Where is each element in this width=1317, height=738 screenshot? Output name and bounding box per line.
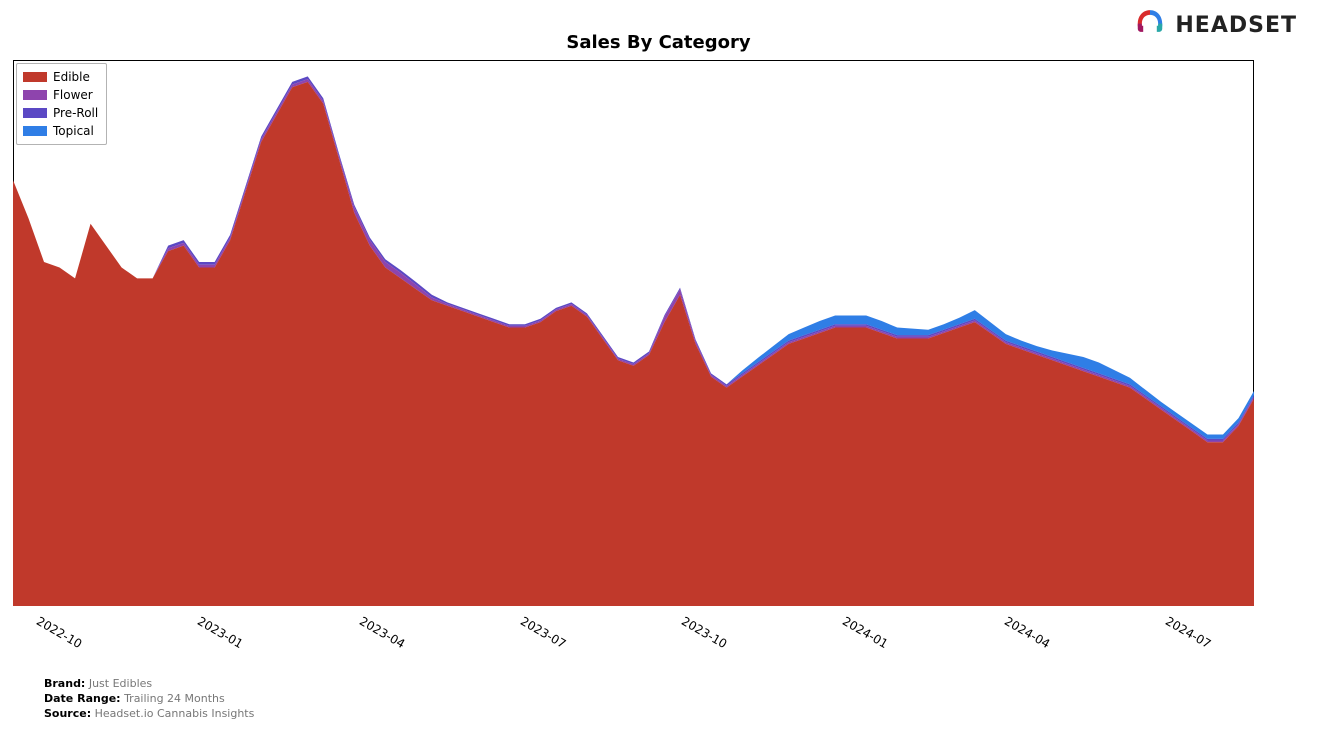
legend-label: Pre-Roll (53, 104, 98, 122)
brand-logo-text: HEADSET (1175, 13, 1297, 38)
footer-source: Source: Headset.io Cannabis Insights (44, 707, 254, 720)
legend-swatch (23, 108, 47, 118)
chart-title: Sales By Category (0, 32, 1317, 53)
x-tick-label: 2024-01 (840, 614, 890, 651)
legend-swatch (23, 126, 47, 136)
x-tick-label: 2022-10 (34, 614, 84, 651)
x-tick-label: 2024-04 (1002, 614, 1052, 651)
footer-date-range-label: Date Range: (44, 692, 121, 705)
brand-logo: HEADSET (1133, 6, 1297, 44)
legend-label: Topical (53, 122, 94, 140)
x-tick-label: 2023-01 (195, 614, 245, 651)
chart-container: { "title": "Sales By Category", "title_f… (0, 0, 1317, 738)
legend-label: Flower (53, 86, 93, 104)
footer-date-range: Date Range: Trailing 24 Months (44, 692, 225, 705)
legend-item-pre-roll: Pre-Roll (23, 104, 98, 122)
legend-item-edible: Edible (23, 68, 98, 86)
footer-brand-label: Brand: (44, 677, 85, 690)
x-tick-label: 2023-07 (518, 614, 568, 651)
legend-item-flower: Flower (23, 86, 98, 104)
footer-brand-value: Just Edibles (89, 677, 152, 690)
x-tick-label: 2023-10 (679, 614, 729, 651)
footer-source-value: Headset.io Cannabis Insights (95, 707, 255, 720)
legend-swatch (23, 72, 47, 82)
x-tick-label: 2024-07 (1163, 614, 1213, 651)
stacked-area-chart (13, 60, 1254, 606)
legend: EdibleFlowerPre-RollTopical (16, 63, 107, 145)
footer-date-range-value: Trailing 24 Months (124, 692, 225, 705)
headset-logo-icon (1133, 6, 1167, 44)
footer-source-label: Source: (44, 707, 91, 720)
legend-label: Edible (53, 68, 90, 86)
footer-brand: Brand: Just Edibles (44, 677, 152, 690)
legend-item-topical: Topical (23, 122, 98, 140)
legend-swatch (23, 90, 47, 100)
x-tick-label: 2023-04 (357, 614, 407, 651)
area-series-edible (13, 82, 1254, 606)
